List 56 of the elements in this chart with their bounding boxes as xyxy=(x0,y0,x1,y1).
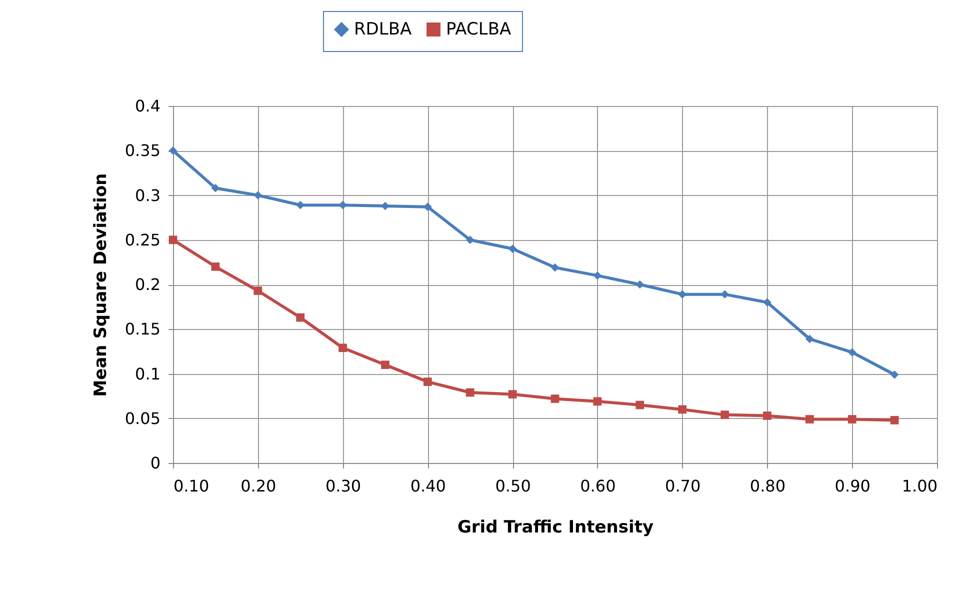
x-axis-title: Grid Traffic Intensity xyxy=(457,518,654,538)
point xyxy=(593,397,602,406)
point xyxy=(168,146,178,155)
point xyxy=(636,280,644,289)
point xyxy=(466,236,474,244)
point xyxy=(848,348,856,357)
point xyxy=(550,394,560,403)
point xyxy=(168,236,178,244)
legend-label: RDLBA xyxy=(354,20,412,40)
point xyxy=(805,415,814,424)
point xyxy=(254,286,262,295)
x-tick-label: 1.00 xyxy=(902,476,938,496)
point xyxy=(890,370,899,379)
point xyxy=(763,298,772,307)
point xyxy=(254,191,262,200)
y-tick-label: 0.4 xyxy=(135,96,160,116)
point xyxy=(890,416,899,424)
y-tick-label: 0 xyxy=(150,454,160,472)
legend-label: PACLBA xyxy=(446,20,512,40)
point xyxy=(848,415,856,424)
point xyxy=(211,184,220,192)
point xyxy=(338,344,347,352)
x-tick-label: 0.50 xyxy=(495,476,531,496)
point xyxy=(296,313,305,322)
y-tick-label: 0.05 xyxy=(124,408,160,428)
x-tick-label: 0.20 xyxy=(240,476,276,496)
point xyxy=(636,400,644,410)
point xyxy=(763,412,772,420)
x-tick-label: 0.70 xyxy=(665,476,701,496)
y-tick-label: 0.3 xyxy=(135,186,160,205)
y-tick-label: 0.15 xyxy=(124,320,160,339)
y-tick-label: 0.35 xyxy=(124,141,160,160)
point xyxy=(508,244,517,253)
y-tick-label: 0.2 xyxy=(135,275,160,294)
x-tick-label: 0.60 xyxy=(580,476,616,496)
point xyxy=(720,290,729,298)
x-tick-label: 0.90 xyxy=(834,476,870,496)
point xyxy=(678,405,687,414)
x-tick-label: 0.10 xyxy=(174,476,210,496)
point xyxy=(211,262,220,271)
point xyxy=(508,390,517,398)
point xyxy=(466,388,474,397)
point xyxy=(381,202,390,210)
y-tick-label: 0.25 xyxy=(124,230,160,250)
x-tick-label: 0.30 xyxy=(325,476,362,496)
point xyxy=(550,263,560,272)
point xyxy=(381,360,390,370)
point xyxy=(720,410,729,419)
x-tick-label: 0.80 xyxy=(750,476,786,496)
point xyxy=(423,378,432,386)
point xyxy=(805,334,814,344)
y-tick-label: 0.1 xyxy=(135,364,160,384)
point xyxy=(593,271,602,280)
x-tick-label: 0.40 xyxy=(410,476,446,496)
y-axis-title: Mean Square Deviation xyxy=(90,173,111,397)
point xyxy=(338,200,347,210)
